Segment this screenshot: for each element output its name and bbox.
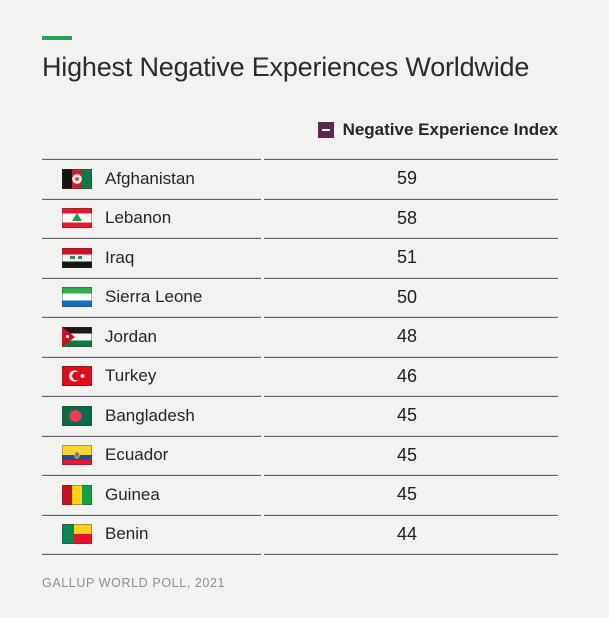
country-name: Lebanon (105, 208, 172, 228)
country-cell: Afghanistan (42, 168, 261, 189)
value-cell: 45 (264, 445, 558, 466)
table-row: Jordan 48 (42, 318, 558, 356)
index-value: 51 (397, 247, 418, 268)
value-cell: 46 (264, 366, 558, 387)
table-row: Turkey 46 (42, 358, 558, 396)
flag-guinea (62, 484, 92, 505)
flag-afghanistan (62, 168, 92, 189)
source-attribution: GALLUP WORLD POLL, 2021 (42, 576, 226, 590)
country-cell: Benin (42, 524, 261, 545)
flag-ecuador (62, 445, 92, 466)
row-separator (42, 355, 558, 358)
legend: Negative Experience Index (42, 120, 558, 139)
index-value: 46 (397, 365, 418, 386)
index-value: 45 (397, 444, 418, 465)
country-name: Turkey (105, 366, 157, 386)
table-row: Iraq 51 (42, 239, 558, 277)
country-cell: Bangladesh (42, 405, 261, 426)
country-name: Guinea (105, 484, 160, 504)
row-separator (42, 474, 558, 476)
flag-lebanon (62, 208, 92, 229)
country-cell: Guinea (42, 484, 261, 505)
table-row: Ecuador 45 (42, 437, 558, 475)
value-cell: 48 (264, 326, 558, 347)
country-name: Benin (105, 524, 149, 544)
legend-minus-icon (317, 122, 334, 138)
country-cell: Ecuador (42, 445, 261, 466)
row-separator (42, 276, 558, 279)
value-cell: 50 (264, 287, 558, 308)
index-value: 50 (397, 286, 418, 307)
country-cell: Jordan (42, 326, 261, 347)
row-separator (42, 237, 558, 239)
country-name: Afghanistan (105, 168, 195, 188)
flag-jordan (62, 326, 92, 347)
value-cell: 51 (264, 247, 558, 268)
index-value: 45 (397, 484, 418, 505)
table-row: Afghanistan 59 (42, 160, 558, 198)
index-value: 45 (397, 405, 418, 426)
country-cell: Turkey (42, 366, 261, 387)
country-name: Jordan (105, 326, 157, 346)
legend-label: Negative Experience Index (342, 120, 558, 139)
table-row: Lebanon 58 (42, 200, 558, 238)
row-separator (42, 158, 558, 160)
value-cell: 58 (264, 208, 558, 229)
table-row: Bangladesh 45 (42, 397, 558, 435)
value-cell: 45 (264, 484, 558, 505)
accent-dash (42, 36, 72, 40)
country-cell: Lebanon (42, 208, 261, 229)
country-name: Ecuador (105, 445, 169, 465)
index-value: 48 (397, 326, 418, 347)
row-separator (42, 513, 558, 516)
country-cell: Sierra Leone (42, 287, 261, 308)
table-row: Guinea 45 (42, 476, 558, 514)
flag-turkey (62, 366, 92, 387)
chart-title: Highest Negative Experiences Worldwide (42, 52, 530, 82)
chart-container: Highest Negative Experiences Worldwide N… (42, 36, 558, 590)
country-name: Iraq (105, 247, 135, 267)
value-cell: 45 (264, 405, 558, 426)
flag-sierra-leone (62, 287, 92, 308)
row-separator (42, 316, 558, 318)
row-separator (42, 434, 558, 437)
row-separator (42, 553, 558, 555)
country-name: Bangladesh (105, 405, 195, 425)
flag-bangladesh (62, 405, 92, 426)
value-cell: 59 (264, 168, 558, 189)
flag-benin (62, 524, 92, 545)
index-value: 58 (397, 207, 418, 228)
row-separator (42, 197, 558, 200)
flag-iraq (62, 247, 92, 268)
index-value: 59 (397, 168, 418, 189)
country-name: Sierra Leone (105, 287, 203, 307)
value-cell: 44 (264, 524, 558, 545)
row-separator (42, 395, 558, 397)
table-row: Benin 44 (42, 516, 558, 554)
rankings-table: Afghanistan 59 Lebanon 58 Iraq 51 Sierra… (42, 158, 558, 555)
country-cell: Iraq (42, 247, 261, 268)
table-row: Sierra Leone 50 (42, 279, 558, 317)
index-value: 44 (397, 523, 418, 544)
